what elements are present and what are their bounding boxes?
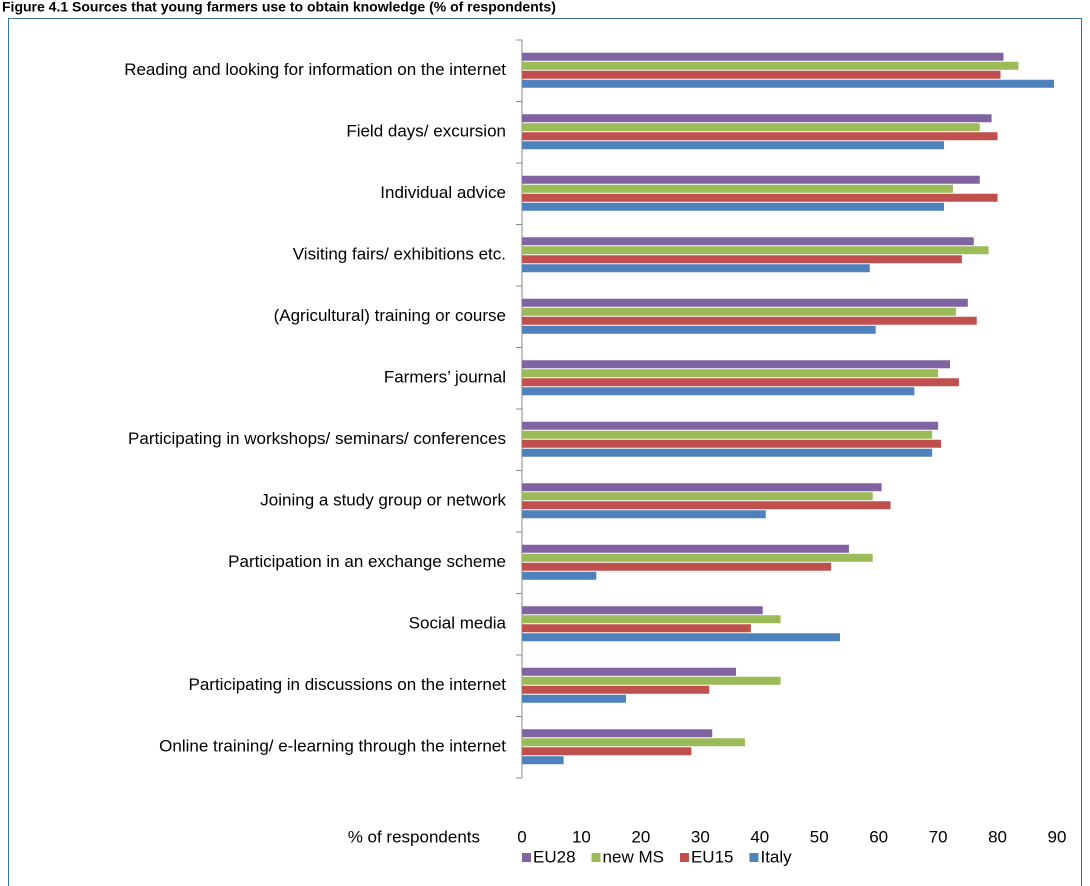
bar <box>522 685 710 694</box>
bar <box>522 175 980 184</box>
bar <box>522 61 1019 70</box>
legend-swatch <box>749 853 759 862</box>
bar <box>522 615 781 624</box>
bar <box>522 202 945 211</box>
bar <box>522 325 876 334</box>
bar <box>522 633 841 642</box>
y-tick-label: Participating in workshops/ seminars/ co… <box>128 429 506 448</box>
bar <box>522 448 933 457</box>
bar <box>522 264 870 273</box>
bar <box>522 492 873 501</box>
bar <box>522 255 962 264</box>
y-tick-label: Farmers’ journal <box>384 368 506 387</box>
bar <box>522 439 942 448</box>
legend-label: EU15 <box>691 847 734 866</box>
bar <box>522 387 915 396</box>
bar <box>522 114 992 123</box>
legend-swatch <box>522 853 531 862</box>
legend-label: EU28 <box>533 847 576 866</box>
bar <box>522 606 763 615</box>
bar <box>522 729 713 738</box>
y-tick-label: Visiting fairs/ exhibitions etc. <box>293 245 506 264</box>
legend-label: new MS <box>603 847 664 866</box>
bar <box>522 694 627 703</box>
bar <box>522 193 998 202</box>
x-axis-label: % of respondents <box>348 827 480 846</box>
x-tick-label: 50 <box>810 827 829 846</box>
bar <box>522 123 980 132</box>
y-tick-label: Online training/ e-learning through the … <box>159 737 506 756</box>
bar <box>522 510 766 519</box>
bar <box>522 562 832 571</box>
x-tick-label: 10 <box>572 827 591 846</box>
bar <box>522 184 953 193</box>
bar <box>522 298 968 307</box>
bar <box>522 369 939 378</box>
y-tick-label: Field days/ excursion <box>346 122 506 141</box>
legend-swatch <box>591 853 601 862</box>
bar <box>522 132 998 141</box>
bar <box>522 421 939 430</box>
bar <box>522 738 745 747</box>
legend-swatch <box>679 853 689 862</box>
bar <box>522 483 882 492</box>
y-tick-label: Participation in an exchange scheme <box>228 552 506 571</box>
bar <box>522 246 989 255</box>
bar <box>522 624 751 633</box>
bar <box>522 141 945 150</box>
legend-label: Italy <box>760 847 792 866</box>
bar <box>522 70 1001 79</box>
y-tick-label: (Agricultural) training or course <box>274 306 506 325</box>
bar <box>522 430 933 439</box>
y-tick-label: Participating in discussions on the inte… <box>188 675 506 694</box>
y-tick-label: Joining a study group or network <box>260 491 506 510</box>
bar <box>522 378 959 387</box>
bar <box>522 307 956 316</box>
x-tick-label: 60 <box>869 827 888 846</box>
bar <box>522 676 781 685</box>
bar <box>522 237 974 246</box>
x-tick-label: 40 <box>750 827 769 846</box>
bar <box>522 79 1055 88</box>
x-tick-label: 80 <box>988 827 1007 846</box>
x-tick-label: 30 <box>691 827 710 846</box>
frame <box>8 18 1082 886</box>
x-tick-label: 20 <box>631 827 650 846</box>
bar <box>522 501 891 510</box>
y-tick-label: Reading and looking for information on t… <box>124 60 506 79</box>
bar <box>522 544 849 553</box>
x-tick-label: 90 <box>1048 827 1067 846</box>
bar <box>522 553 873 562</box>
chart-title: Figure 4.1 Sources that young farmers us… <box>2 0 556 15</box>
bar <box>522 52 1004 61</box>
bar <box>522 747 692 756</box>
bar <box>522 316 977 325</box>
x-tick-label: 0 <box>517 827 526 846</box>
x-tick-label: 70 <box>929 827 948 846</box>
bar <box>522 756 564 765</box>
bar <box>522 667 736 676</box>
y-tick-label: Individual advice <box>380 183 506 202</box>
y-tick-label: Social media <box>409 614 507 633</box>
bar <box>522 571 597 580</box>
bar <box>522 360 950 369</box>
